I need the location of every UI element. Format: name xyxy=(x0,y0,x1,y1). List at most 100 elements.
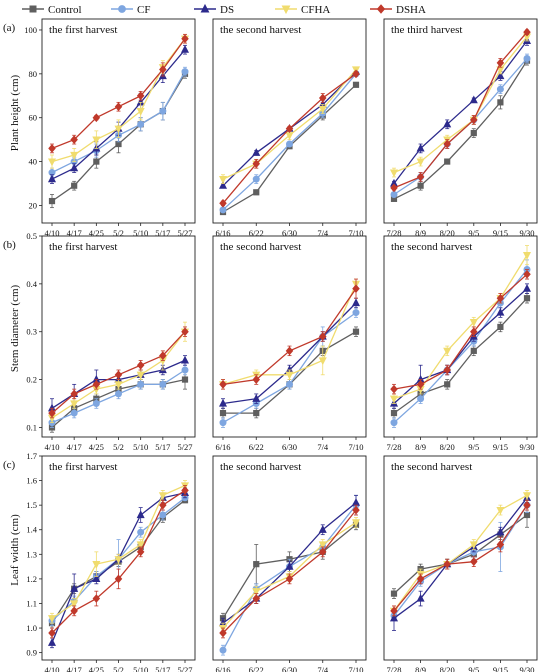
data-point xyxy=(352,81,360,88)
panel-title: the first harvest xyxy=(49,241,117,253)
data-point xyxy=(522,492,532,501)
x-tick-label: 5/10 xyxy=(133,442,148,452)
data-point xyxy=(219,198,227,208)
panel-title: the first harvest xyxy=(49,461,117,473)
x-tick-label: 9/30 xyxy=(519,442,534,452)
data-point xyxy=(181,34,189,44)
panel-title: the second harvest xyxy=(220,241,301,253)
data-point xyxy=(70,163,79,172)
data-point xyxy=(159,107,167,115)
chart-panel: the second harvest 6/16 6/22 6/30 7/4 7/10 xyxy=(212,235,367,452)
data-point xyxy=(351,519,361,528)
x-tick-label: 7/28 xyxy=(386,228,401,238)
data-point xyxy=(253,189,260,196)
data-point xyxy=(159,380,167,388)
legend-item: CF xyxy=(111,4,150,16)
data-point xyxy=(136,547,145,557)
series-line xyxy=(393,269,528,424)
chart-panel: the second harvest 6/16 6/22 6/30 7/4 7/10 xyxy=(212,455,367,672)
x-tick-label: 5/17 xyxy=(155,228,170,238)
data-point xyxy=(48,197,56,205)
data-point xyxy=(136,91,145,101)
data-point xyxy=(285,371,294,380)
y-axis-label: Stem diameter (cm) xyxy=(9,284,21,372)
data-point xyxy=(285,561,294,570)
series-line xyxy=(393,60,528,200)
data-point xyxy=(70,600,79,609)
data-point xyxy=(48,408,56,418)
data-point xyxy=(470,115,478,125)
x-tick-label: 8/9 xyxy=(415,228,426,238)
data-point xyxy=(318,525,327,533)
x-tick-label: 6/30 xyxy=(282,228,297,238)
data-point xyxy=(496,307,505,316)
panel-label: (c) xyxy=(3,459,16,471)
data-point xyxy=(469,319,478,327)
series-dsha xyxy=(219,504,360,639)
x-tick-label: 7/4 xyxy=(317,228,329,238)
x-tick-label: 5/2 xyxy=(113,228,124,238)
data-point xyxy=(443,119,452,128)
y-axis-label: Plant height (cm) xyxy=(9,74,21,151)
data-point xyxy=(318,541,327,550)
x-tick-label: 6/22 xyxy=(249,228,264,238)
y-tick-label: 0.4 xyxy=(26,279,37,289)
series-cfha xyxy=(389,31,532,178)
y-tick-label: 1.2 xyxy=(26,574,37,584)
data-point xyxy=(523,54,531,62)
series-line xyxy=(393,31,528,189)
data-point xyxy=(253,561,260,568)
plot-frame xyxy=(383,235,538,438)
x-tick-label: 9/15 xyxy=(493,665,508,672)
series-line xyxy=(393,58,528,196)
data-point xyxy=(181,68,189,76)
y-tick-label: 0.3 xyxy=(26,327,37,337)
x-tick-label: 8/20 xyxy=(440,665,455,672)
legend-label: DSHA xyxy=(396,4,426,16)
data-point xyxy=(252,588,261,596)
data-point xyxy=(416,143,425,152)
x-tick-label: 9/15 xyxy=(493,228,508,238)
x-tick-label: 6/22 xyxy=(249,442,264,452)
data-point xyxy=(443,139,451,149)
data-point xyxy=(416,379,425,389)
data-point xyxy=(318,547,327,557)
series-cfha xyxy=(389,245,532,404)
data-point xyxy=(181,486,189,495)
panel-title: the first harvest xyxy=(49,24,117,36)
series-line xyxy=(393,288,528,404)
legend-marker xyxy=(29,5,37,13)
data-point xyxy=(158,492,167,501)
series-ds xyxy=(389,283,532,409)
legend-item: CFHA xyxy=(275,4,330,16)
data-point xyxy=(390,590,398,597)
series-dsha xyxy=(390,27,531,193)
panel-title: the second harvest xyxy=(391,461,472,473)
data-point xyxy=(318,93,327,103)
data-point xyxy=(523,500,531,510)
y-tick-label: 1.7 xyxy=(26,451,37,461)
y-tick-label: 40 xyxy=(29,157,38,167)
legend-label: CF xyxy=(137,4,150,16)
data-point xyxy=(92,400,100,407)
legend-marker xyxy=(281,5,291,15)
data-point xyxy=(181,366,189,374)
data-point xyxy=(522,252,532,260)
x-tick-label: 5/2 xyxy=(113,442,124,452)
data-point xyxy=(416,574,425,584)
x-tick-label: 5/2 xyxy=(113,665,124,672)
plot-frame xyxy=(41,235,196,438)
x-tick-label: 4/25 xyxy=(89,442,104,452)
data-point xyxy=(351,498,361,506)
data-point xyxy=(285,346,294,356)
series-line xyxy=(393,40,528,184)
x-tick-label: 8/20 xyxy=(440,228,455,238)
y-tick-label: 80 xyxy=(29,69,38,79)
data-point xyxy=(114,370,123,380)
series-ds xyxy=(389,36,532,187)
x-tick-label: 4/10 xyxy=(44,442,59,452)
data-point xyxy=(497,99,504,106)
series-dsha xyxy=(219,278,360,390)
chart-panel: the third harvest 7/28 8/9 8/20 9/5 9/15 9/30 xyxy=(383,18,538,238)
